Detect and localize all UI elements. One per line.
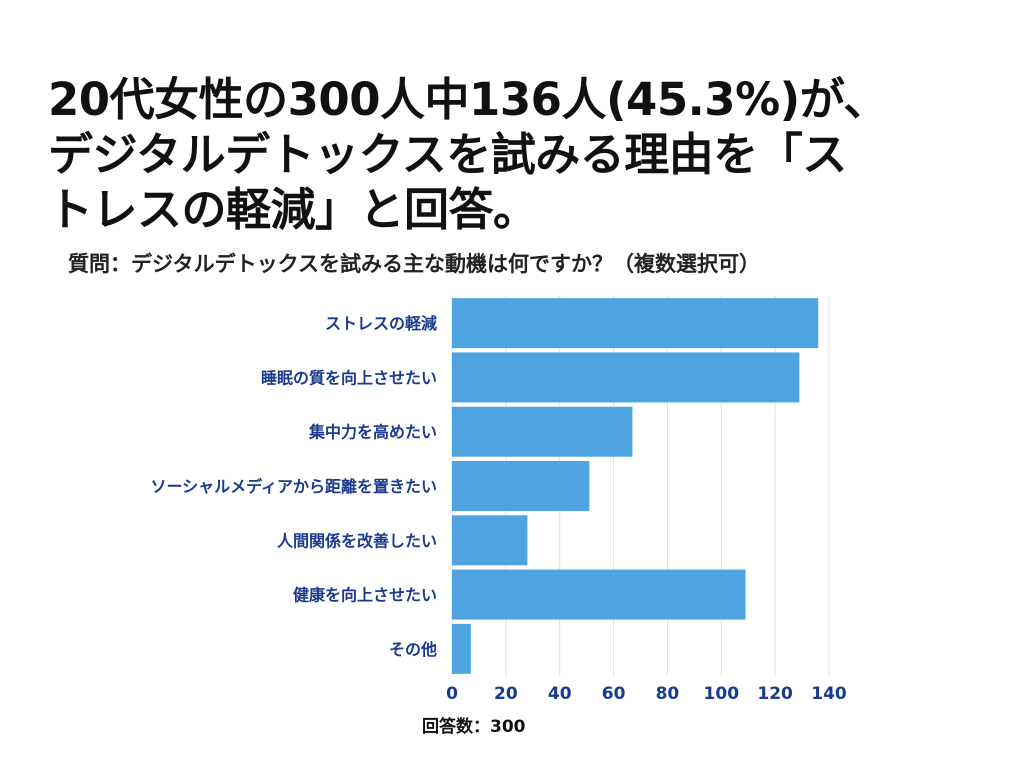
category-label-6: その他: [389, 640, 437, 659]
response-count: 回答数：300: [422, 717, 526, 737]
bar-3: [452, 461, 590, 511]
x-tick-label-2: 40: [548, 684, 572, 704]
headline-line-3: トレスの軽減」と回答。: [48, 183, 538, 236]
category-label-0: ストレスの軽減: [325, 314, 437, 333]
x-tick-label-6: 120: [757, 684, 793, 704]
bar-2: [452, 406, 633, 457]
category-label-5: 健康を向上させたい: [293, 586, 437, 605]
category-label-1: 睡眠の質を向上させたい: [261, 368, 437, 387]
survey-question: 質問：デジタルデトックスを試みる主な動機は何ですか？（複数選択可）: [68, 252, 760, 276]
category-label-3: ソーシャルメディアから距離を置きたい: [150, 477, 437, 496]
x-tick-label-1: 20: [494, 684, 518, 704]
bar-0: [452, 298, 819, 349]
bar-1: [452, 352, 800, 403]
x-tick-label-3: 60: [602, 684, 626, 704]
x-tick-label-0: 0: [446, 684, 458, 704]
x-tick-label-4: 80: [656, 684, 680, 704]
x-tick-label-5: 100: [704, 684, 740, 704]
bar-6: [452, 623, 471, 674]
x-tick-label-7: 140: [811, 684, 847, 704]
category-label-2: 集中力を高めたい: [308, 423, 437, 442]
headline-line-1: 20代女性の300人中136人(45.3%)が、: [48, 73, 888, 126]
bar-5: [452, 569, 746, 620]
headline: 20代女性の300人中136人(45.3%)が、 デジタルデトックスを試みる理由…: [48, 72, 998, 237]
category-label-4: 人間関係を改善したい: [277, 531, 437, 550]
bar-4: [452, 515, 528, 566]
headline-line-2: デジタルデトックスを試みる理由を「ス: [48, 128, 847, 181]
